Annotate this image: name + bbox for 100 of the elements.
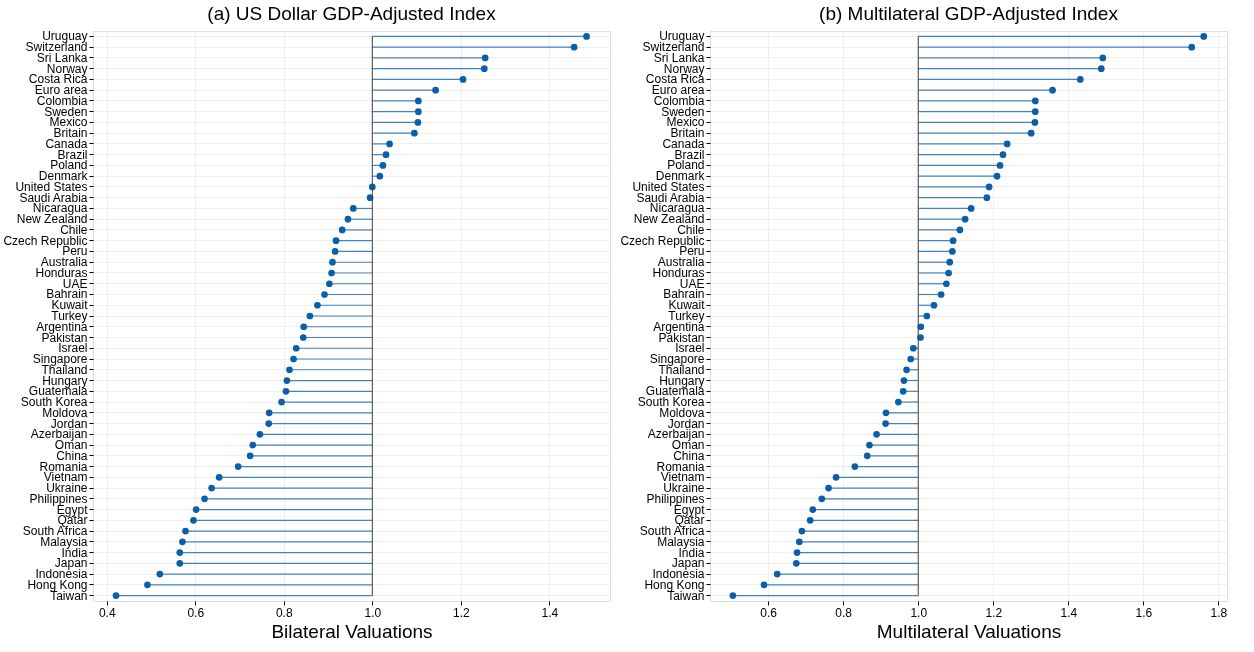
point [1200,33,1208,40]
chart-title: (b) Multilateral GDP-Adjusted Index [819,2,1119,24]
point [414,108,422,116]
point [760,581,768,589]
point [866,441,873,449]
point [286,366,293,374]
point [851,463,859,470]
point [996,162,1004,169]
y-tick-label: Moldova [42,405,88,420]
x-tick-label: 1.8 [1210,605,1228,620]
y-tick-label: Hungary [659,373,705,388]
point [382,151,390,159]
point [1031,97,1039,105]
point [314,301,321,309]
point [208,484,215,492]
point [1049,86,1056,94]
x-tick-label: 1.4 [541,605,559,620]
point [773,570,781,578]
point [300,323,308,331]
point [179,538,186,546]
point [832,473,840,481]
point [299,334,307,341]
point [825,484,832,492]
point [290,355,297,363]
y-tick-label: Honduras [652,265,705,280]
point [961,215,969,223]
y-tick-label: Canada [45,136,88,151]
point [956,226,964,234]
point [729,592,737,599]
y-tick-label: Moldova [659,405,705,420]
point [949,237,957,245]
point [1099,54,1107,62]
point [265,420,273,427]
x-tick-label: 0.6 [187,605,205,620]
y-tick-label: Canada [662,136,705,151]
point [414,119,422,126]
point [432,86,439,94]
point [192,506,200,513]
point [201,495,208,503]
point [349,205,357,212]
x-tick-label: 1.2 [985,605,1003,620]
point [882,420,889,427]
y-tick-label: China [56,448,88,463]
point [386,140,393,148]
y-tick-label: China [673,448,705,463]
x-tick-label: 1.4 [1060,605,1078,620]
point [414,97,422,105]
point [144,581,151,589]
point [903,366,910,374]
point [907,355,915,363]
point [182,527,189,535]
point [283,377,291,384]
point [949,248,956,255]
point [480,65,488,72]
point [190,516,197,524]
x-axis-title: Bilateral Valuations [271,620,433,642]
point [329,258,336,266]
point [278,398,285,406]
point [882,409,890,417]
point [249,441,257,449]
point [570,43,578,51]
y-tick-label: United States [15,179,88,194]
point [344,215,352,223]
point [999,151,1007,159]
point [1097,65,1105,72]
point [321,291,328,298]
y-tick-label: United States [632,179,705,194]
point [306,312,314,320]
point [900,377,908,384]
point [328,269,335,277]
point [946,258,954,266]
point [379,162,387,169]
point [792,560,800,567]
point [793,549,801,556]
y-tick-label: Israel [675,341,705,356]
point [326,280,333,288]
point [809,506,817,513]
y-tick-label: Uruguay [659,29,705,44]
y-tick-label: Hungary [42,373,88,388]
point [923,312,931,320]
point [894,398,902,406]
point [937,291,945,298]
point [993,172,1001,180]
point [376,172,384,180]
point [265,409,273,417]
point [873,430,880,438]
point [1003,140,1011,148]
y-tick-label: Nicaragua [32,201,88,216]
point [332,237,340,245]
point [156,570,164,578]
point [1188,43,1196,51]
point [899,387,907,395]
x-axis-title: Multilateral Valuations [876,620,1062,642]
point [215,473,223,481]
point [985,183,993,191]
point [1031,108,1039,116]
point [246,452,254,460]
x-tick-label: 1.2 [452,605,470,620]
y-tick-label: Azerbaijan [647,427,705,442]
y-tick-label: Colombia [653,93,705,108]
